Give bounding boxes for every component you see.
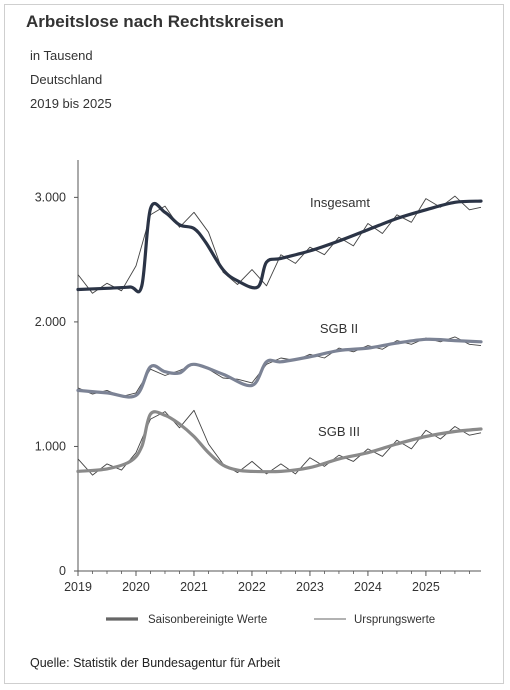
chart-title: Arbeitslose nach Rechtskreisen <box>26 12 284 31</box>
x-tick-label: 2022 <box>238 580 266 594</box>
series-sgb2-original-line <box>77 336 482 398</box>
x-tick-label: 2020 <box>122 580 150 594</box>
x-tick-label: 2019 <box>64 580 92 594</box>
y-tick-label: 0 <box>59 564 66 578</box>
series-sgb3-adjusted-line <box>76 410 483 474</box>
x-tick-label: 2021 <box>180 580 208 594</box>
subtitle-region: Deutschland <box>30 72 103 87</box>
series-sgb3-original-line <box>77 409 482 476</box>
subtitle-unit: in Tausend <box>30 48 93 63</box>
y-tick-label: 2.000 <box>35 315 66 329</box>
source-note: Quelle: Statistik der Bundesagentur für … <box>30 656 281 670</box>
series-insgesamt-adjusted-line <box>76 199 483 294</box>
y-tick-label: 1.000 <box>35 439 66 453</box>
x-tick-label: 2025 <box>412 580 440 594</box>
legend-label-original: Ursprungswerte <box>354 614 435 626</box>
x-tick-label: 2023 <box>296 580 324 594</box>
y-tick-label: 3.000 <box>35 190 66 204</box>
subtitle-period: 2019 bis 2025 <box>30 96 112 111</box>
series-label-insgesamt: Insgesamt <box>310 195 370 210</box>
x-tick-label: 2024 <box>354 580 382 594</box>
legend-label-adjusted: Saisonbereinigte Werte <box>148 614 267 626</box>
series-label-sgb2: SGB II <box>320 321 358 336</box>
series-label-sgb3: SGB III <box>318 424 360 439</box>
series-sgb2-adjusted-line <box>76 337 483 399</box>
